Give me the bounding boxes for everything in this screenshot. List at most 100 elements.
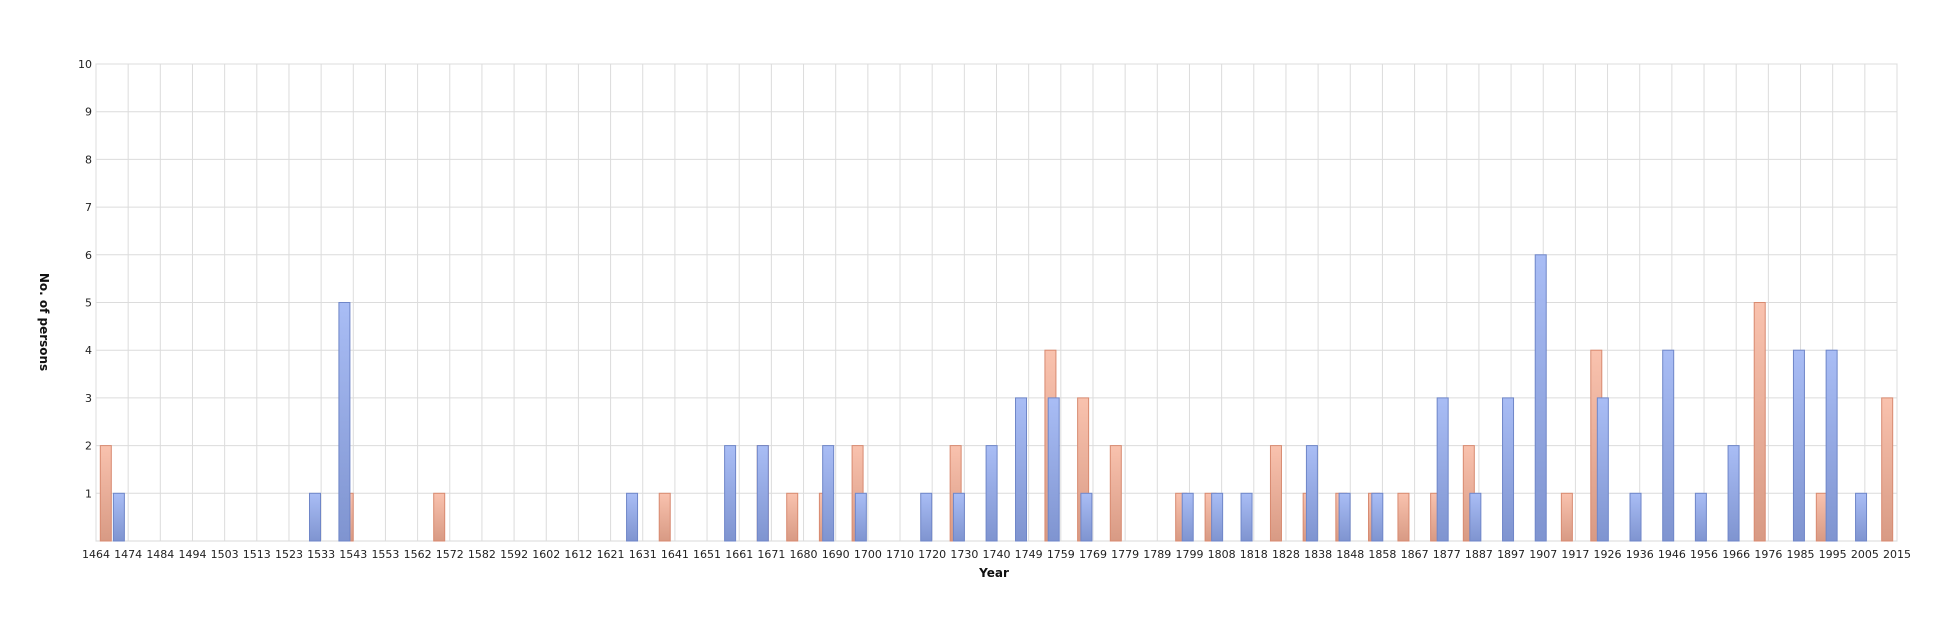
y-tick-label: 5 <box>85 297 92 310</box>
x-tick-label: 1553 <box>371 548 399 561</box>
x-tick-label: 1582 <box>468 548 496 561</box>
bar <box>308 492 321 542</box>
x-tick-label: 1749 <box>1015 548 1043 561</box>
bar <box>1560 492 1573 542</box>
bar <box>626 492 639 542</box>
bar <box>985 445 998 542</box>
x-tick-label: 1769 <box>1079 548 1107 561</box>
x-tick-label: 1956 <box>1690 548 1718 561</box>
x-tick-label: 1464 <box>82 548 110 561</box>
bar <box>1792 349 1805 542</box>
bar <box>920 492 933 542</box>
x-tick-label: 1484 <box>146 548 174 561</box>
y-tick-label: 10 <box>78 58 92 71</box>
y-tick-label: 4 <box>85 344 92 357</box>
bar <box>112 492 125 542</box>
bar <box>1080 492 1093 542</box>
x-tick-label: 1818 <box>1240 548 1268 561</box>
bar <box>1502 397 1515 542</box>
x-tick-label: 1936 <box>1626 548 1654 561</box>
bar <box>433 492 446 542</box>
x-tick-label: 1897 <box>1497 548 1525 561</box>
x-tick-label: 1513 <box>243 548 271 561</box>
x-tick-label: 1680 <box>790 548 818 561</box>
bar <box>1436 397 1449 542</box>
x-tick-label: 1651 <box>693 548 721 561</box>
x-tick-label: 1867 <box>1401 548 1429 561</box>
x-tick-label: 1661 <box>725 548 753 561</box>
bar <box>1629 492 1642 542</box>
bar <box>1109 445 1122 542</box>
bar <box>724 445 737 542</box>
x-tick-label: 1985 <box>1787 548 1815 561</box>
bar <box>786 492 799 542</box>
bar <box>338 302 351 542</box>
x-axis-title: Year <box>978 566 1009 580</box>
y-tick-label: 2 <box>85 440 92 453</box>
x-tick-label: 1838 <box>1304 548 1332 561</box>
x-tick-label: 1730 <box>950 548 978 561</box>
x-tick-label: 1690 <box>822 548 850 561</box>
y-tick-label: 8 <box>85 153 92 166</box>
x-tick-label: 1858 <box>1368 548 1396 561</box>
bar <box>1181 492 1194 542</box>
x-tick-label: 1503 <box>211 548 239 561</box>
x-tick-label: 1543 <box>339 548 367 561</box>
x-tick-label: 1887 <box>1465 548 1493 561</box>
bar <box>756 445 769 542</box>
y-tick-label: 6 <box>85 249 92 262</box>
x-tick-label: 1917 <box>1561 548 1589 561</box>
x-tick-label: 1946 <box>1658 548 1686 561</box>
x-tick-label: 1789 <box>1143 548 1171 561</box>
x-tick-label: 1877 <box>1433 548 1461 561</box>
bar <box>1534 254 1547 542</box>
x-tick-label: 1523 <box>275 548 303 561</box>
x-tick-label: 1907 <box>1529 548 1557 561</box>
x-tick-label: 1710 <box>886 548 914 561</box>
x-tick-label: 1926 <box>1594 548 1622 561</box>
bar <box>1694 492 1707 542</box>
bar <box>1397 492 1410 542</box>
bar <box>1305 445 1318 542</box>
tick-labels: 1 2 3 4 5 6 7 8 9 10 1464 1474 1484 1494 1503 1513 1523 1… <box>78 58 1911 561</box>
x-tick-label: 1966 <box>1722 548 1750 561</box>
bar <box>1015 397 1028 542</box>
bar <box>1338 492 1351 542</box>
bar <box>658 492 671 542</box>
bar <box>1596 397 1609 542</box>
bar <box>1855 492 1868 542</box>
x-tick-label: 1976 <box>1754 548 1782 561</box>
bar <box>1881 397 1894 542</box>
y-axis-title: No. of persons <box>37 273 51 371</box>
x-tick-label: 1602 <box>532 548 560 561</box>
x-tick-label: 1641 <box>661 548 689 561</box>
x-tick-label: 1700 <box>854 548 882 561</box>
x-tick-label: 1671 <box>757 548 785 561</box>
y-tick-label: 1 <box>85 487 92 500</box>
x-tick-label: 1562 <box>404 548 432 561</box>
bar <box>1047 397 1060 542</box>
bar <box>822 445 835 542</box>
x-tick-label: 1612 <box>564 548 592 561</box>
x-tick-label: 2005 <box>1851 548 1879 561</box>
x-tick-label: 1779 <box>1111 548 1139 561</box>
x-tick-label: 1740 <box>983 548 1011 561</box>
bar <box>952 492 965 542</box>
x-tick-label: 1995 <box>1819 548 1847 561</box>
bar <box>99 445 112 542</box>
bar <box>1240 492 1253 542</box>
y-tick-label: 7 <box>85 201 92 214</box>
x-tick-label: 1828 <box>1272 548 1300 561</box>
x-tick-label: 1474 <box>114 548 142 561</box>
bar <box>1753 302 1766 542</box>
bar <box>1727 445 1740 542</box>
x-tick-label: 1592 <box>500 548 528 561</box>
x-tick-label: 1533 <box>307 548 335 561</box>
bar <box>1269 445 1282 542</box>
x-tick-label: 1848 <box>1336 548 1364 561</box>
x-tick-label: 1720 <box>918 548 946 561</box>
x-tick-label: 1631 <box>629 548 657 561</box>
bar <box>1662 349 1675 542</box>
x-tick-label: 2015 <box>1883 548 1911 561</box>
